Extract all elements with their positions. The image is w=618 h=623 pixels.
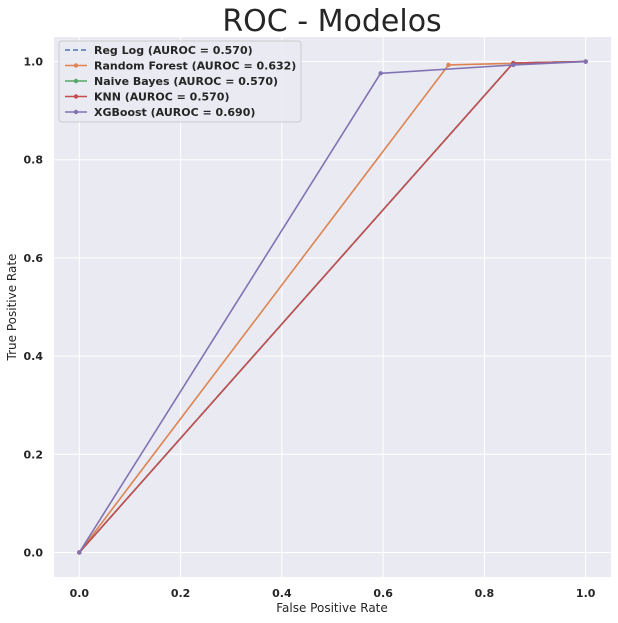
- legend-label: XGBoost (AUROC = 0.690): [94, 106, 255, 119]
- x-tick-label: 0.8: [475, 587, 495, 600]
- chart-title: ROC - Modelos: [222, 4, 441, 39]
- legend-label: Reg Log (AUROC = 0.570): [94, 44, 253, 57]
- y-tick-label: 0.0: [24, 546, 44, 559]
- x-axis-label: False Positive Rate: [276, 601, 388, 615]
- legend-label: KNN (AUROC = 0.570): [94, 91, 230, 104]
- series-point: [511, 62, 516, 68]
- y-tick-label: 0.8: [24, 154, 44, 167]
- x-tick-label: 0.2: [171, 587, 191, 600]
- legend-box: [58, 40, 302, 123]
- y-tick-label: 0.4: [24, 350, 44, 363]
- y-tick-label: 0.6: [24, 252, 44, 265]
- series-lines: [77, 59, 588, 555]
- y-tick-label: 0.2: [24, 448, 44, 461]
- series-line: [78, 60, 586, 553]
- series-point: [378, 71, 383, 76]
- x-tick-label: 0.4: [272, 587, 292, 600]
- y-axis-label: True Positive Rate: [5, 254, 19, 362]
- legend-marker: [73, 78, 79, 84]
- plot-area: [54, 37, 611, 577]
- tick-labels: 0.0 0.2 0.4 0.6 0.8 1.0 0.0 0.2 0.4 0.6 0.8 1.0: [24, 56, 596, 600]
- grid-lines: [54, 37, 611, 577]
- x-tick-label: 1.0: [576, 587, 596, 600]
- series-point: [77, 550, 82, 555]
- x-tick-label: 0.0: [70, 587, 90, 600]
- x-tick-label: 0.6: [373, 587, 393, 600]
- legend-marker: [73, 109, 79, 115]
- series-point: [446, 62, 451, 68]
- y-tick-label: 1.0: [24, 56, 44, 69]
- legend-label: Naive Bayes (AUROC = 0.570): [94, 75, 278, 88]
- legend-label: Random Forest (AUROC = 0.632): [94, 60, 296, 73]
- legend-marker: [73, 63, 79, 68]
- legend-marker: [73, 94, 79, 99]
- legend: Reg Log (AUROC = 0.570) Random Forest (AU…: [58, 40, 302, 123]
- series-point: [583, 59, 588, 64]
